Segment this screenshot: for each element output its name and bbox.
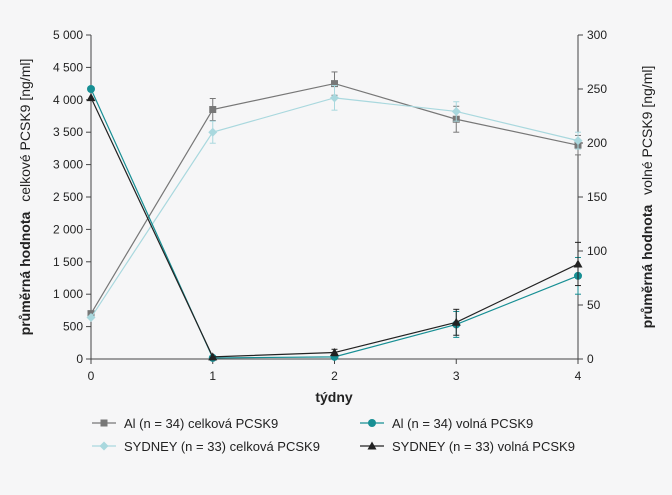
data-point [573,259,583,268]
y-left-tick-label: 4 000 [53,93,83,107]
series-line [90,82,579,314]
x-tick-label: 0 [88,369,95,383]
y-left-tick-label: 3 500 [53,125,83,139]
y-left-tick-label: 4 500 [53,60,83,74]
y-left-tick-label: 1 500 [53,255,83,269]
y-axis-left-title: průměrná hodnota celkové PCSK9 [ng/ml] [17,59,33,336]
legend-item: Al (n = 34) volná PCSK9 [360,416,533,431]
y-right-tick-label: 150 [587,190,607,204]
x-tick-label: 4 [575,369,582,383]
data-point [573,136,583,146]
series-layer [86,71,583,362]
y-right-tick-label: 300 [587,28,607,42]
data-point [208,352,218,361]
legend-label: Al (n = 34) celková PCSK9 [124,416,278,431]
legend-label: SYDNEY (n = 33) volná PCSK9 [392,439,575,454]
y-axis-left-title-normal: celkové PCSK9 [ng/ml] [17,59,33,202]
series-line [90,97,579,358]
y-left-tick-label: 5 000 [53,28,83,42]
y-left-tick-label: 3 000 [53,158,83,172]
x-tick-label: 2 [331,369,338,383]
y-right-tick-label: 50 [587,298,601,312]
data-point [330,93,339,103]
data-point [451,106,461,116]
x-tick-label: 1 [209,369,216,383]
legend-item: Al (n = 34) celková PCSK9 [92,416,278,431]
legend-marker [368,419,376,427]
legend-marker [99,441,109,451]
y-left-tick-label: 1 000 [53,287,83,301]
y-axis-right-title-bold: průměrná hodnota [639,204,655,328]
data-point [208,127,218,137]
y-left-tick-label: 500 [63,320,83,334]
y-right-tick-label: 250 [587,82,607,96]
x-tick-label: 3 [453,369,460,383]
series-3 [87,85,582,362]
data-point [209,106,217,114]
y-axis-right-title: průměrná hodnota volné PCSK9 [ng/ml] [639,66,655,329]
x-axis-title: týdny [315,389,353,405]
legend-item: SYDNEY (n = 33) volná PCSK9 [360,439,575,454]
y-left-tick-label: 2 500 [53,190,83,204]
y-right-tick-label: 200 [587,136,607,150]
legend: Al (n = 34) celková PCSK9 Al (n = 34) vol… [92,416,575,454]
data-point [86,313,96,323]
legend-label: Al (n = 34) volná PCSK9 [392,416,533,431]
y-right-tick-label: 0 [587,352,594,366]
y-left-tick-label: 2 000 [53,222,83,236]
data-point [330,348,339,357]
y-right-tick-label: 100 [587,244,607,258]
series-line [90,97,579,318]
legend-item: SYDNEY (n = 33) celková PCSK9 [92,439,320,454]
legend-marker [367,441,377,450]
legend-marker [100,419,108,427]
y-axis-right-title-normal: volné PCSK9 [ng/ml] [639,66,655,195]
data-point [87,85,95,93]
data-point [331,80,338,88]
data-point [86,93,96,102]
y-left-tick-label: 0 [76,352,83,366]
series-2 [86,85,583,323]
y-axis-left-title-bold: průměrná hodnota [17,211,33,335]
data-point [451,317,461,326]
legend-label: SYDNEY (n = 33) celková PCSK9 [124,439,320,454]
series-4 [86,93,583,361]
